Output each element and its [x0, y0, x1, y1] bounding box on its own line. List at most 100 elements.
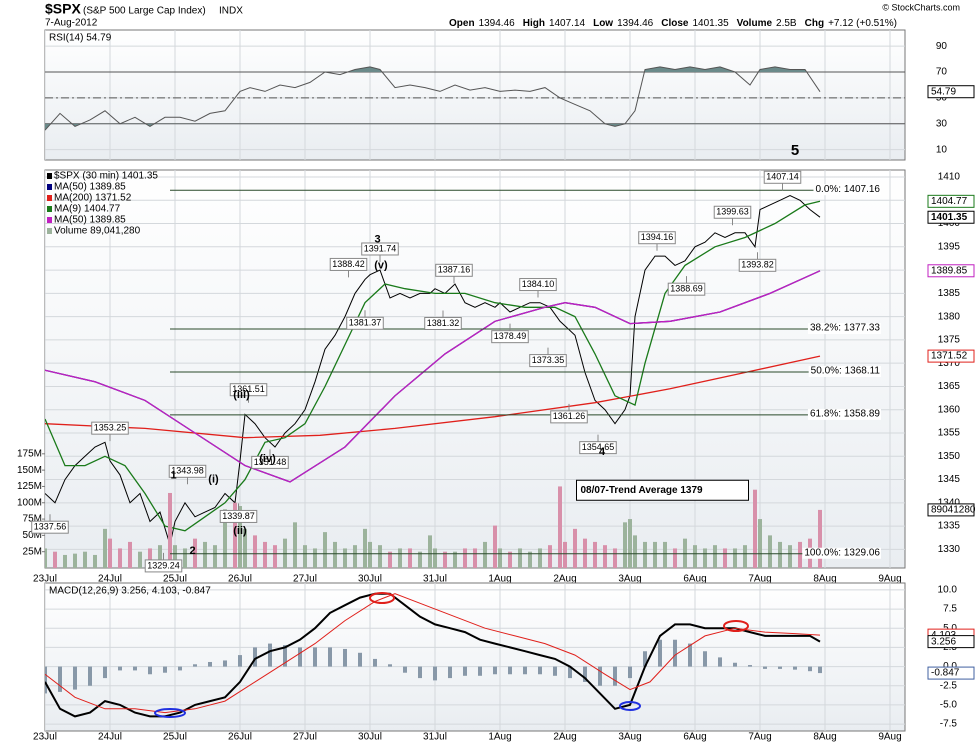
y-tick-label: 1370	[938, 358, 961, 369]
bar	[313, 548, 317, 568]
x-tick-label: 27Jul	[293, 732, 317, 743]
last-value-tag	[927, 194, 975, 208]
bar	[358, 652, 362, 667]
legend-swatch	[47, 184, 52, 190]
bar	[403, 666, 407, 673]
bar	[343, 648, 347, 667]
bar	[148, 666, 152, 675]
legend-entry: Volume 89,041,280	[54, 226, 141, 237]
bar	[573, 528, 577, 568]
bar	[293, 522, 297, 568]
bar	[818, 509, 822, 568]
x-tick-label: 2Aug	[553, 574, 576, 585]
date: 7-Aug-2012	[45, 18, 98, 29]
bar	[793, 666, 797, 670]
bar	[753, 489, 757, 568]
x-tick-label: 24Jul	[98, 732, 122, 743]
annotation-box	[667, 282, 706, 296]
x-tick-label: 9Aug	[878, 732, 901, 743]
bar	[693, 545, 697, 568]
price-annotation: 1361.26	[553, 411, 586, 421]
bar	[778, 541, 782, 568]
price-annotation: 1381.37	[349, 318, 382, 328]
bar	[733, 548, 737, 568]
bar	[45, 548, 47, 568]
annotation-box	[579, 441, 617, 455]
quote-value: 1394.46	[479, 18, 516, 29]
last-value-tag	[927, 503, 975, 517]
bar	[328, 647, 332, 667]
x-tick-label: 9Aug	[878, 574, 901, 585]
bar	[473, 548, 477, 568]
y-tick-label: 1350	[938, 451, 961, 462]
legend-entry: MA(9) 1404.77	[54, 204, 121, 215]
y-tick-label: 1375	[938, 335, 961, 346]
quote-value: 2.5B	[776, 18, 797, 29]
last-value-label: -0.847	[931, 668, 960, 679]
plot-area	[45, 583, 905, 731]
x-tick-label: 27Jul	[293, 574, 317, 585]
last-value-label: 1371.52	[931, 351, 968, 362]
annotation-box	[346, 316, 384, 330]
plot-area	[45, 30, 905, 160]
annotation-box	[491, 330, 529, 344]
y-tick-label: 70	[936, 67, 948, 78]
bar	[498, 548, 502, 568]
bar	[463, 548, 467, 568]
legend-swatch	[47, 195, 52, 201]
bar	[688, 643, 692, 667]
bar	[748, 665, 752, 667]
wave-label: 4	[599, 446, 606, 458]
bar	[703, 548, 707, 568]
y-tick-label: 7.5	[943, 604, 957, 615]
series-line	[45, 592, 821, 718]
bar	[493, 666, 497, 675]
bar	[163, 666, 167, 673]
annotation-box	[219, 509, 258, 523]
bar	[558, 486, 562, 568]
bar	[583, 666, 587, 682]
bar	[518, 548, 522, 568]
x-tick-label: 8Aug	[813, 574, 836, 585]
bar	[613, 548, 617, 568]
bar	[63, 554, 67, 568]
y2-tick-label: 100M	[17, 497, 42, 508]
price-annotation: 1384.10	[522, 279, 555, 289]
y2-tick-label: 75M	[23, 514, 42, 525]
x-tick-label: 7Aug	[748, 732, 771, 743]
x-tick-label: 23Jul	[33, 574, 57, 585]
quote-label: Chg	[805, 18, 824, 29]
fib-label-bg	[807, 408, 881, 420]
last-value-label: 1401.35	[931, 212, 968, 223]
legend-swatch	[47, 173, 52, 179]
bar	[603, 545, 607, 568]
bar	[103, 528, 107, 568]
bar	[418, 666, 422, 679]
bar	[273, 545, 277, 568]
price-annotation: 1329.24	[147, 560, 180, 570]
x-tick-label: 31Jul	[423, 732, 447, 743]
x-tick-label: 8Aug	[813, 732, 836, 743]
fib-label-bg	[802, 547, 881, 559]
bar	[363, 528, 367, 568]
last-value-label: 3.256	[931, 636, 956, 647]
bar	[233, 502, 237, 568]
x-tick-label: 30Jul	[358, 732, 382, 743]
bar	[703, 651, 707, 667]
bar	[238, 506, 242, 568]
bar	[528, 551, 532, 568]
bar	[428, 535, 432, 568]
bar	[388, 551, 392, 568]
bar	[643, 651, 647, 667]
x-tick-label: 6Aug	[683, 574, 706, 585]
bar	[173, 545, 177, 568]
wave-label: 1	[170, 469, 176, 481]
x-tick-label: 3Aug	[618, 732, 641, 743]
last-value-tag	[927, 210, 975, 224]
bar	[613, 666, 617, 686]
annotation-box	[519, 278, 557, 292]
y2-tick-label: 150M	[17, 465, 42, 476]
legend-swatch	[47, 206, 52, 212]
note: 08/07-Trend Average 1379	[581, 485, 704, 496]
bar	[763, 666, 767, 669]
